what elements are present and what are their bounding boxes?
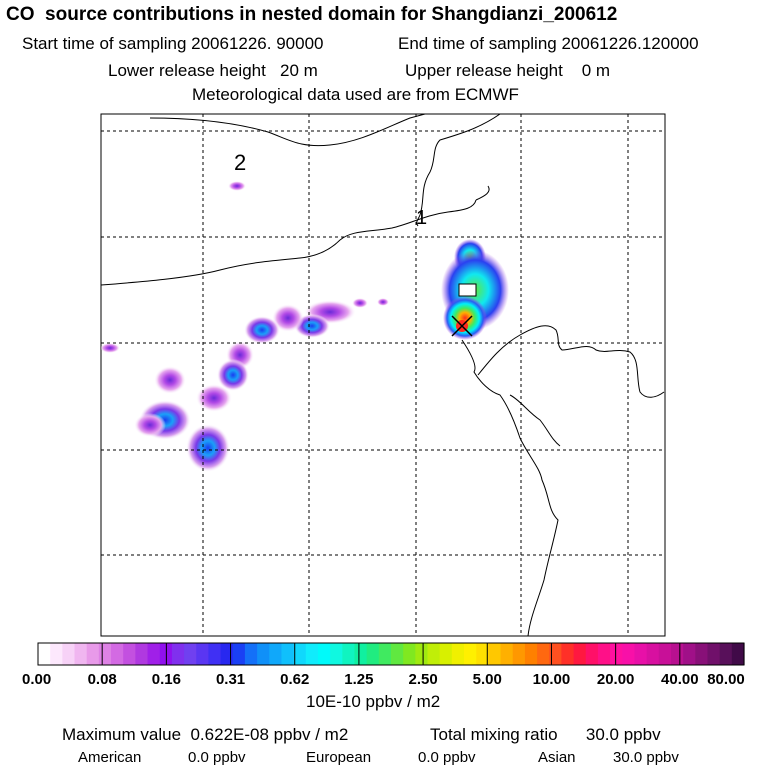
map-panel: 2 1 [100,113,666,637]
colorbar-swatch [646,643,660,665]
colorbar-swatch [232,643,246,665]
asian-value: 30.0 ppbv [613,749,679,766]
colorbar-swatch [731,643,745,665]
colorbar-tick-label: 0.08 [88,671,117,688]
colorbar-swatch [50,643,63,665]
colorbar-swatch [293,643,307,665]
colorbar-tick-label: 2.50 [408,671,437,688]
colorbar-tick-label: 10.00 [533,671,571,688]
colorbar-swatch [585,643,599,665]
colorbar-swatch [403,643,416,665]
colorbar-swatch [707,643,721,665]
colorbar-swatch [597,643,611,665]
colorbar-swatch [683,643,696,665]
colorbar-swatch [439,643,453,665]
colorbar-swatch [305,643,319,665]
colorbar-swatch [184,643,197,665]
colorbar-swatch [476,643,489,665]
total-mixing-ratio: Total mixing ratio 30.0 ppbv [430,725,661,744]
colorbar-swatch [98,643,112,665]
colorbar-tick-label: 0.16 [152,671,181,688]
colorbar-swatch [147,643,161,665]
colorbar-swatch [281,643,295,665]
asian-label: Asian [538,749,576,766]
colorbar-swatch [354,643,368,665]
colorbar-swatch [610,643,623,665]
map-frame [100,113,666,637]
colorbar-swatch [244,643,258,665]
sampling-end: End time of sampling 20061226.120000 [398,34,699,53]
colorbar-border [37,642,745,666]
upper-release-height: Upper release height 0 m [405,61,611,80]
colorbar-swatch [378,643,392,665]
colorbar-swatch [634,643,648,665]
lat-lon-grid [101,114,665,636]
colorbar-swatch [135,643,149,665]
colorbar-swatch [549,643,563,665]
american-label: American [78,749,142,766]
colorbar-swatch [342,643,356,665]
colorbar-swatch [573,643,587,665]
colorbar-swatch [208,643,222,665]
colorbar-swatch [427,643,441,665]
colorbar-swatch [451,643,465,665]
colorbar-swatch [695,643,709,665]
colorbar-swatch [391,643,404,665]
colorbar-swatch [257,643,270,665]
colorbar-swatch [123,643,136,665]
colorbar-swatch [464,643,477,665]
colorbar-swatch [171,643,185,665]
map-title: CO source contributions in nested domain… [6,4,618,25]
colorbar-swatch [415,643,429,665]
met-data-note: Meteorological data used are from ECMWF [192,85,519,104]
colorbar-tick-label: 80.00 [707,671,745,688]
concentration-plume-receptor [441,239,509,340]
sampling-start: Start time of sampling 20061226. 90000 [22,34,324,53]
american-value: 0.0 ppbv [188,749,246,766]
colorbar-swatch [330,643,343,665]
region-label-2: 2 [234,150,246,175]
lower-release-height: Lower release height 20 m [108,61,318,80]
receptor-marker [451,315,473,337]
colorbar [37,642,745,666]
colorbar-units: 10E-10 ppbv / m2 [306,692,441,711]
colorbar-swatch [269,643,283,665]
max-value: Maximum value 0.622E-08 ppbv / m2 [62,725,349,744]
colorbar-swatch [111,643,124,665]
colorbar-swatch [196,643,210,665]
colorbar-swatch [658,643,672,665]
colorbar-swatch [62,643,76,665]
colorbar-tick-label: 0.00 [22,671,51,688]
colorbar-swatch [512,643,526,665]
colorbar-swatch [500,643,514,665]
colorbar-swatch [670,643,684,665]
colorbar-tick-label: 1.25 [344,671,373,688]
colorbar-tick-label: 0.31 [216,671,245,688]
concentration-plume-west [101,181,389,472]
colorbar-labels: 0.00 0.08 0.16 0.31 0.62 1.25 2.50 5.00 10.00 20.… [22,643,745,688]
colorbar-swatch [537,643,550,665]
colorbar-swatch [317,643,331,665]
colorbar-swatch [488,643,502,665]
colorbar-swatch [220,643,234,665]
colorbar-tick-label: 0.62 [280,671,309,688]
colorbar-swatch [524,643,538,665]
colorbar-swatch [38,643,51,665]
european-label: European [306,749,372,766]
region-label-1: 1 [416,207,427,229]
colorbar-tick-label: 40.00 [661,671,699,688]
colorbar-swatch [561,643,575,665]
european-value: 0.0 ppbv [418,749,476,766]
colorbar-tick-label: 20.00 [597,671,635,688]
colorbar-swatch [86,643,100,665]
colorbar-swatch [622,643,636,665]
colorbar-swatch [74,643,88,665]
colorbar-swatch [366,643,380,665]
colorbar-tick-label: 5.00 [473,671,502,688]
colorbar-swatch [719,643,733,665]
